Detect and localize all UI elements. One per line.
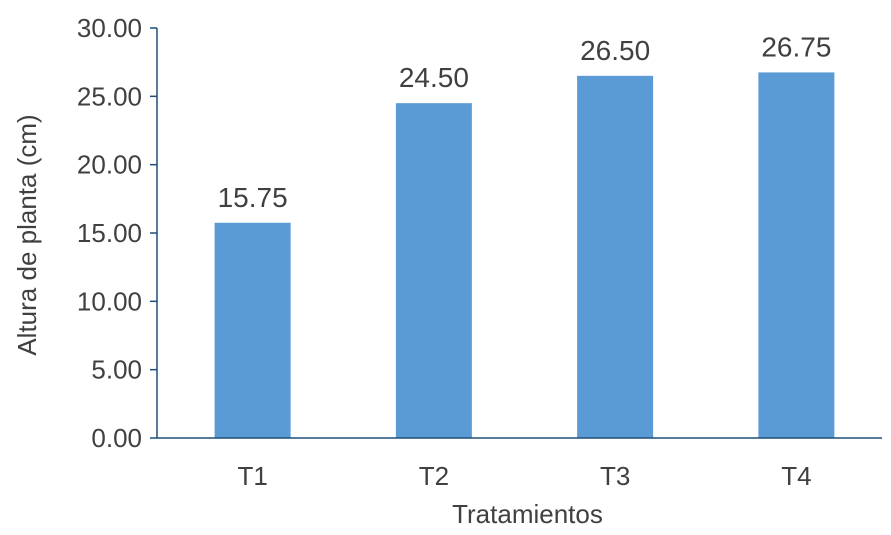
data-label-t2: 24.50 xyxy=(399,62,469,93)
x-tick-label: T3 xyxy=(600,461,630,491)
data-label-t3: 26.50 xyxy=(580,35,650,66)
y-tick-label: 10.00 xyxy=(77,286,142,316)
y-tick-label: 25.00 xyxy=(77,81,142,111)
data-label-t1: 15.75 xyxy=(218,182,288,213)
x-axis-title: Tratamientos xyxy=(452,499,603,529)
data-labels: 15.75 24.50 26.50 26.75 xyxy=(218,31,832,212)
x-axis-ticks: T1 T2 T3 T4 xyxy=(237,461,811,491)
data-label-t4: 26.75 xyxy=(761,31,831,62)
x-tick-label: T2 xyxy=(419,461,449,491)
bars xyxy=(214,72,835,439)
bar-t4 xyxy=(758,72,835,439)
y-tick-label: 30.00 xyxy=(77,13,142,43)
bar-t3 xyxy=(577,75,654,438)
bar-t1 xyxy=(214,222,291,438)
bar-t2 xyxy=(395,103,472,439)
y-tick-label: 0.00 xyxy=(91,423,142,453)
y-axis-title: Altura de planta (cm) xyxy=(12,114,42,355)
y-axis-ticks: 0.00 5.00 10.00 15.00 20.00 25.00 30.00 xyxy=(77,13,157,453)
x-tick-label: T1 xyxy=(237,461,267,491)
y-tick-label: 20.00 xyxy=(77,150,142,180)
y-tick-label: 15.00 xyxy=(77,218,142,248)
y-tick-label: 5.00 xyxy=(91,355,142,385)
x-tick-label: T4 xyxy=(781,461,811,491)
